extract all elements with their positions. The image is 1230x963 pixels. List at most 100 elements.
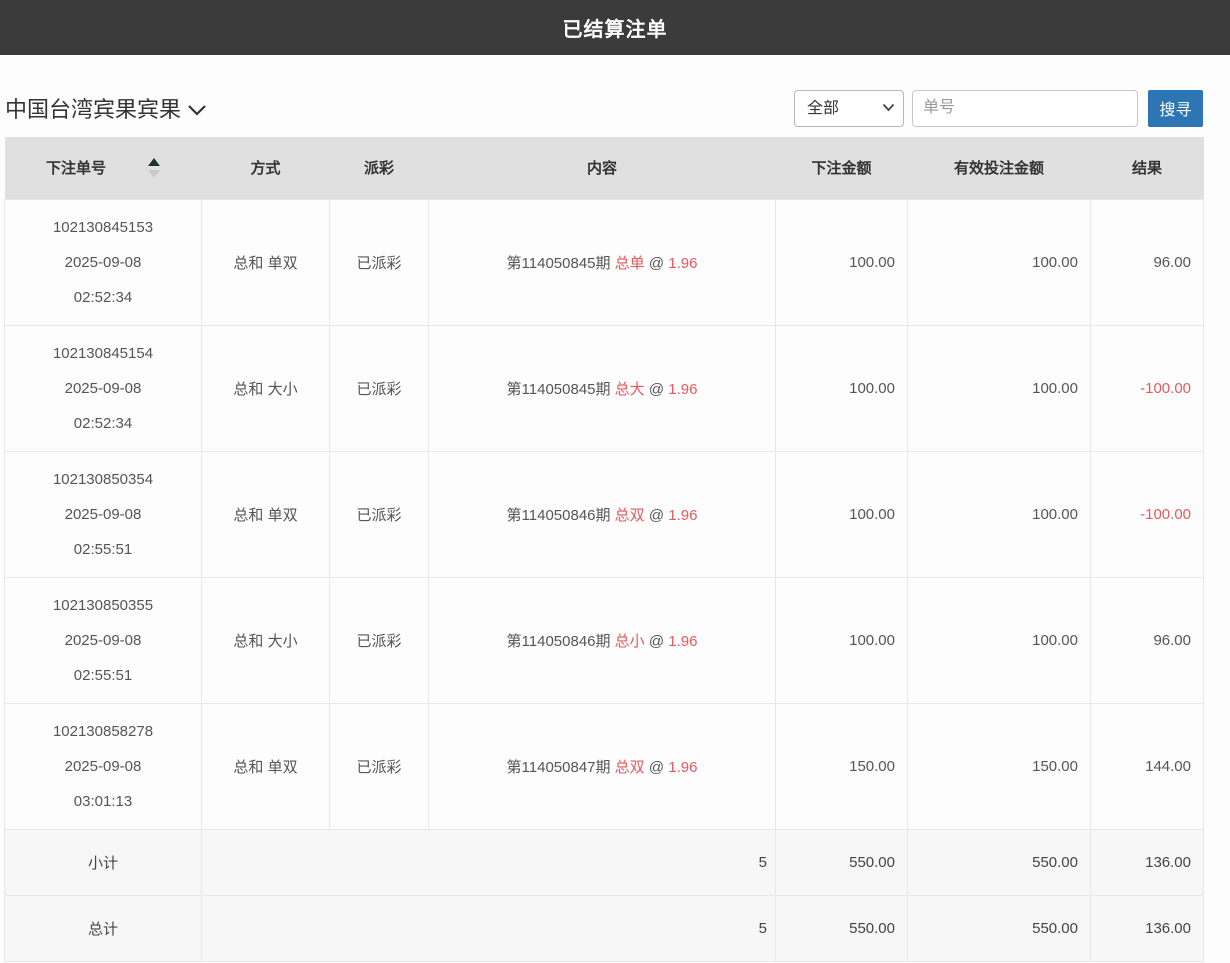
cell-bet-amount: 150.00 — [775, 702, 908, 830]
bet-date: 2025-09-08 — [64, 253, 142, 271]
settled-bets-table: 下注单号 方式 派彩 内容 下注金额 有效投注金额 结果 10213084515… — [4, 137, 1204, 962]
order-number: 102130850354 — [52, 470, 154, 488]
cell-order-no: 102130850354 2025-09-08 02:55:51 — [4, 450, 202, 578]
bet-time: 02:52:34 — [73, 414, 133, 432]
order-number: 102130850355 — [52, 596, 154, 614]
cell-bet-amount: 100.00 — [775, 450, 908, 578]
summary-bet-amount: 550.00 — [775, 828, 908, 896]
bet-odds: 1.96 — [668, 254, 698, 272]
at-symbol: @ — [648, 632, 665, 650]
chevron-down-icon — [188, 105, 206, 116]
cell-payout: 已派彩 — [329, 576, 429, 704]
draw-period: 第114050845期 — [506, 380, 611, 398]
table-row: 102130845153 2025-09-08 02:52:34 总和 单双 已… — [4, 198, 1204, 326]
bet-date: 2025-09-08 — [64, 631, 142, 649]
bet-date: 2025-09-08 — [64, 379, 142, 397]
order-number: 102130845153 — [52, 218, 154, 236]
table-row: 102130850355 2025-09-08 02:55:51 总和 大小 已… — [4, 576, 1204, 704]
cell-payout: 已派彩 — [329, 324, 429, 452]
at-symbol: @ — [648, 254, 665, 272]
cell-method: 总和 单双 — [201, 702, 330, 830]
order-number: 102130845154 — [52, 344, 154, 362]
summary-valid-amount: 550.00 — [907, 828, 1091, 896]
at-symbol: @ — [648, 758, 665, 776]
summary-count: 5 — [201, 828, 776, 896]
column-header-valid-amount: 有效投注金额 — [907, 137, 1091, 199]
cell-valid-amount: 100.00 — [907, 450, 1091, 578]
sort-icons[interactable] — [148, 157, 160, 178]
column-header-result: 结果 — [1090, 137, 1204, 199]
column-header-order-no[interactable]: 下注单号 — [4, 137, 202, 199]
draw-period: 第114050846期 — [506, 506, 611, 524]
cell-valid-amount: 100.00 — [907, 324, 1091, 452]
cell-method: 总和 大小 — [201, 324, 330, 452]
filter-select[interactable]: 全部 — [794, 89, 904, 127]
bet-odds: 1.96 — [668, 758, 698, 776]
cell-method: 总和 单双 — [201, 450, 330, 578]
cell-result: 144.00 — [1090, 702, 1204, 830]
table-header: 下注单号 方式 派彩 内容 下注金额 有效投注金额 结果 — [4, 137, 1204, 199]
draw-period: 第114050847期 — [506, 758, 611, 776]
top-title-bar: 已结算注单 — [0, 0, 1230, 55]
sort-descending-icon[interactable] — [148, 169, 160, 178]
cell-content: 第114050845期 总单 @ 1.96 — [428, 198, 776, 326]
summary-label: 总计 — [4, 894, 202, 962]
filter-controls: 全部 搜寻 — [794, 89, 1203, 127]
summary-result: 136.00 — [1090, 894, 1204, 962]
summary-result: 136.00 — [1090, 828, 1204, 896]
cell-payout: 已派彩 — [329, 450, 429, 578]
filter-select-wrap: 全部 — [794, 89, 904, 127]
summary-count: 5 — [201, 894, 776, 962]
table-row: 102130845154 2025-09-08 02:52:34 总和 大小 已… — [4, 324, 1204, 452]
bet-pick: 总单 — [614, 254, 645, 272]
draw-period: 第114050846期 — [506, 632, 611, 650]
bet-odds: 1.96 — [668, 380, 698, 398]
bet-pick: 总小 — [614, 632, 645, 650]
cell-valid-amount: 100.00 — [907, 576, 1091, 704]
bet-odds: 1.96 — [668, 506, 698, 524]
cell-bet-amount: 100.00 — [775, 198, 908, 326]
bet-date: 2025-09-08 — [64, 757, 142, 775]
search-button[interactable]: 搜寻 — [1148, 89, 1203, 127]
cell-bet-amount: 100.00 — [775, 324, 908, 452]
bet-time: 02:52:34 — [73, 288, 133, 306]
cell-result: -100.00 — [1090, 324, 1204, 452]
order-number: 102130858278 — [52, 722, 154, 740]
column-header-bet-amount: 下注金额 — [775, 137, 908, 199]
column-header-method: 方式 — [201, 137, 330, 199]
game-selector-label: 中国台湾宾果宾果 — [5, 97, 182, 122]
summary-label: 小计 — [4, 828, 202, 896]
page-title: 已结算注单 — [562, 19, 668, 41]
summary-row: 小计 5 550.00 550.00 136.00 — [4, 828, 1204, 896]
bet-pick: 总大 — [614, 380, 645, 398]
column-header-content: 内容 — [428, 137, 776, 199]
cell-payout: 已派彩 — [329, 702, 429, 830]
cell-content: 第114050846期 总双 @ 1.96 — [428, 450, 776, 578]
at-symbol: @ — [648, 506, 665, 524]
table-row: 102130858278 2025-09-08 03:01:13 总和 单双 已… — [4, 702, 1204, 830]
cell-result: -100.00 — [1090, 450, 1204, 578]
cell-order-no: 102130845153 2025-09-08 02:52:34 — [4, 198, 202, 326]
summary-bet-amount: 550.00 — [775, 894, 908, 962]
cell-order-no: 102130845154 2025-09-08 02:52:34 — [4, 324, 202, 452]
order-number-input[interactable] — [912, 89, 1138, 127]
column-header-order-no-label: 下注单号 — [45, 160, 106, 178]
summary-valid-amount: 550.00 — [907, 894, 1091, 962]
cell-result: 96.00 — [1090, 198, 1204, 326]
cell-result: 96.00 — [1090, 576, 1204, 704]
game-selector[interactable]: 中国台湾宾果宾果 — [5, 92, 207, 124]
bet-pick: 总双 — [614, 506, 645, 524]
at-symbol: @ — [648, 380, 665, 398]
table-body: 102130845153 2025-09-08 02:52:34 总和 单双 已… — [4, 198, 1204, 962]
cell-order-no: 102130858278 2025-09-08 03:01:13 — [4, 702, 202, 830]
bet-pick: 总双 — [614, 758, 645, 776]
cell-bet-amount: 100.00 — [775, 576, 908, 704]
bet-time: 02:55:51 — [73, 540, 133, 558]
draw-period: 第114050845期 — [506, 254, 611, 272]
cell-valid-amount: 100.00 — [907, 198, 1091, 326]
cell-content: 第114050846期 总小 @ 1.96 — [428, 576, 776, 704]
toolbar: 中国台湾宾果宾果 全部 搜寻 — [5, 89, 1203, 127]
cell-valid-amount: 150.00 — [907, 702, 1091, 830]
sort-ascending-icon[interactable] — [148, 157, 160, 166]
table-row: 102130850354 2025-09-08 02:55:51 总和 单双 已… — [4, 450, 1204, 578]
